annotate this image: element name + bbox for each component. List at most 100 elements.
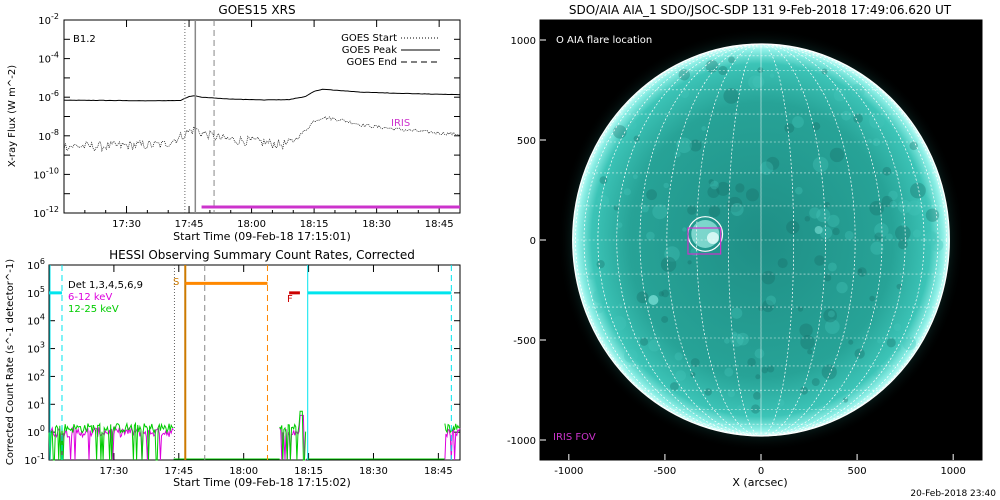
aia-disk-texture (886, 338, 896, 348)
aia-disk-texture (896, 283, 902, 290)
aia-disk-texture (747, 357, 756, 367)
hessi-xlabel: Start Time (09-Feb-18 17:15:02) (173, 476, 351, 489)
aia-disk-texture (735, 183, 745, 193)
goes-ylabel: X-ray Flux (W m^-2) (7, 65, 18, 167)
hessi-xtick-label: 17:30 (99, 466, 128, 477)
aia-disk-texture (799, 386, 809, 395)
aia-131-image-panel: SDO/AIA AIA_1 SDO/JSOC-SDP 131 9-Feb-201… (507, 3, 983, 489)
aia-iris-fov-box (687, 227, 722, 255)
aia-disk-texture (848, 339, 854, 345)
aia-disk-texture (784, 123, 795, 134)
aia-disk-texture (663, 182, 669, 189)
aia-disk-texture (658, 291, 664, 297)
aia-disk-texture (821, 364, 837, 380)
aia-disk-texture (736, 405, 744, 412)
aia-flare-location-label: O AIA flare location (556, 35, 652, 46)
aia-disk-texture (906, 200, 922, 216)
aia-disk-texture (816, 208, 831, 223)
aia-disk-texture (893, 323, 902, 332)
aia-disk-texture (661, 315, 669, 323)
aia-disk-texture (823, 308, 837, 323)
aia-disk-texture (596, 260, 605, 269)
aia-disk-texture (836, 281, 848, 294)
goes-xtick-label: 18:45 (425, 219, 454, 230)
aia-ytick-label: -1000 (507, 436, 536, 447)
aia-disk-texture (730, 202, 744, 216)
goes-xtick-label: 18:30 (362, 219, 391, 230)
aia-disk-texture (912, 229, 922, 238)
aia-disk-texture (627, 120, 637, 130)
aia-disk-texture (925, 208, 940, 222)
aia-xlabel: X (arcsec) (732, 476, 787, 489)
aia-disk-texture (753, 391, 762, 400)
aia-disk-texture (705, 59, 719, 73)
aia-disk-texture (765, 295, 777, 306)
aia-disk-texture (889, 200, 897, 208)
goes-xtick-label: 18:00 (237, 219, 266, 230)
hessi-xtick-label: 18:15 (294, 466, 323, 477)
aia-disk-texture (646, 231, 655, 241)
aia-disk-texture (874, 232, 883, 241)
aia-disk-texture (844, 230, 854, 240)
aia-disk-texture (874, 222, 889, 238)
goes-xtick-label: 18:15 (300, 219, 329, 230)
aia-disk-texture (792, 116, 804, 128)
aia-disk-texture (675, 370, 687, 381)
aia-disk-texture (850, 83, 865, 99)
aia-disk-texture (807, 349, 813, 355)
aia-disk-texture (678, 69, 690, 81)
aia-disk-texture (824, 201, 830, 208)
aia-active-region (814, 226, 823, 234)
aia-disk-texture (704, 388, 712, 396)
aia-disk-texture (872, 371, 878, 377)
aia-ytick-label: 0 (530, 236, 536, 247)
hessi-title: HESSI Observing Summary Count Rates, Cor… (109, 248, 415, 262)
aia-disk-texture (870, 241, 884, 255)
aia-disk-texture (869, 200, 885, 216)
aia-disk-texture (687, 205, 697, 215)
aia-disk-texture (616, 222, 623, 228)
aia-disk-texture (833, 89, 847, 102)
aia-disk-texture (660, 256, 677, 273)
goes-legend-end: GOES End (347, 57, 397, 68)
aia-disk-texture (633, 135, 640, 142)
aia-disk-texture (730, 333, 744, 347)
aia-disk-texture (800, 335, 815, 350)
aia-disk-texture (701, 126, 707, 131)
aia-disk-texture (829, 147, 845, 163)
aia-disk-texture (755, 374, 761, 380)
aia-disk-texture (777, 258, 788, 269)
aia-xtick-label: 1000 (940, 466, 965, 477)
aia-disk-texture (867, 138, 872, 144)
aia-disk-texture (689, 139, 702, 152)
aia-disk-texture (708, 179, 715, 185)
goes-xtick-label: 17:30 (112, 219, 141, 230)
aia-disk-texture (676, 137, 692, 154)
aia-disk-texture (723, 88, 739, 104)
aia-disk-texture (761, 366, 769, 374)
hessi-flare-marker: F (287, 294, 293, 305)
aia-disk-texture (824, 274, 832, 282)
aia-disk-texture (727, 389, 736, 398)
aia-disk-texture (766, 156, 780, 171)
aia-longitude-line (597, 43, 925, 437)
aia-disk-texture (882, 166, 892, 176)
aia-disk-texture (853, 113, 863, 124)
aia-title: SDO/AIA AIA_1 SDO/JSOC-SDP 131 9-Feb-201… (569, 3, 952, 17)
aia-disk-texture (819, 226, 833, 239)
aia-disk-texture (786, 220, 800, 234)
aia-longitude-line (575, 43, 947, 437)
aia-disk-texture (661, 289, 670, 298)
hessi-plot-frame (48, 264, 461, 461)
aia-disk-texture (674, 150, 681, 158)
goes-legend: GOES Start GOES Peak GOES End (341, 33, 440, 68)
aia-disk-texture (707, 186, 720, 199)
aia-disk-texture (858, 268, 863, 273)
aia-disk-texture (646, 189, 658, 201)
aia-disk-texture (724, 367, 734, 377)
aia-disk-texture (652, 204, 668, 220)
aia-disk-texture (690, 371, 696, 378)
aia-disk-texture (623, 188, 631, 196)
aia-ytick-label: -500 (513, 336, 536, 347)
goes-legend-start: GOES Start (341, 33, 397, 44)
